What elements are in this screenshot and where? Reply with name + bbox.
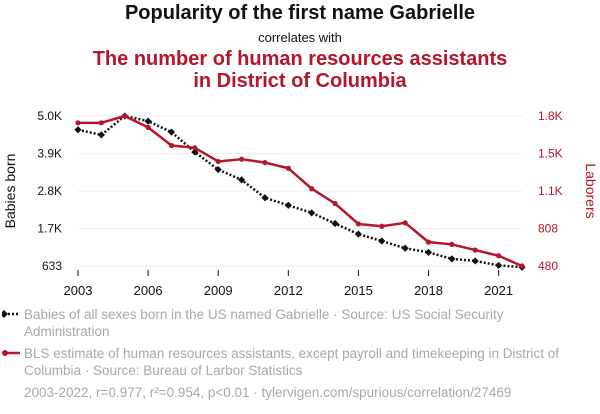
y-right-tick-label: 1.5K bbox=[538, 147, 563, 161]
data-point-series1 bbox=[167, 128, 176, 136]
x-tick-label: 2015 bbox=[344, 283, 373, 298]
data-point-series1 bbox=[214, 165, 222, 174]
data-point-series2 bbox=[262, 159, 268, 166]
line-chart: 633 480 1.7K 808 2.8K 1.1K 3.9K 1.5K 5.0K 1.8K 200… bbox=[2, 109, 599, 298]
y-left-tick-label: 633 bbox=[42, 259, 62, 273]
data-point-series1 bbox=[144, 117, 152, 125]
data-point-series1 bbox=[97, 131, 105, 139]
legend-label-series2: BLS estimate of human resources assistan… bbox=[24, 346, 560, 378]
legend-marker-series2 bbox=[2, 350, 20, 356]
legend-marker-series1 bbox=[2, 310, 20, 318]
data-point-series2 bbox=[215, 158, 221, 165]
data-point-series2 bbox=[192, 145, 198, 151]
legend-label-series1: Babies of all sexes born in the US named… bbox=[24, 307, 504, 339]
chart-title-secondary-line1: The number of human resources assistants bbox=[92, 48, 508, 70]
data-point-series2 bbox=[168, 142, 175, 149]
data-point-series2 bbox=[402, 220, 408, 226]
data-point-series2 bbox=[332, 200, 338, 207]
y-left-tick-label: 3.9K bbox=[37, 147, 62, 161]
data-point-series1 bbox=[284, 201, 292, 209]
x-tick-label: 2012 bbox=[274, 283, 303, 298]
x-tick-label: 2003 bbox=[64, 283, 93, 298]
chart-title-secondary: The number of human resources assistants… bbox=[0, 48, 600, 92]
data-point-series1 bbox=[448, 255, 456, 263]
chart-footer: 2003-2022, r=0.977, r²=0.954, p<0.01 · t… bbox=[24, 385, 512, 400]
data-point-series2 bbox=[449, 241, 455, 248]
data-point-series1 bbox=[354, 230, 363, 238]
x-tick-label: 2018 bbox=[414, 283, 443, 298]
chart-title: Popularity of the first name Gabrielle bbox=[124, 2, 476, 24]
data-point-series2 bbox=[472, 247, 478, 253]
data-point-series2 bbox=[355, 221, 362, 227]
data-point-series1 bbox=[74, 126, 82, 134]
data-point-series2 bbox=[145, 124, 151, 130]
y-right-tick-label: 480 bbox=[538, 259, 558, 273]
y-left-tick-label: 2.8K bbox=[37, 184, 62, 198]
data-point-series2 bbox=[98, 120, 104, 126]
data-point-series1 bbox=[378, 237, 386, 245]
data-point-series1 bbox=[308, 209, 316, 217]
data-point-series2 bbox=[75, 120, 81, 126]
data-point-series1 bbox=[471, 257, 479, 265]
chart-title-secondary-line2: in District of Columbia bbox=[193, 70, 407, 92]
data-point-series1 bbox=[261, 194, 269, 202]
data-point-series2 bbox=[285, 165, 291, 171]
legend-entry-series1: Babies of all sexes born in the US named… bbox=[2, 306, 584, 340]
chart-subtitle: correlates with bbox=[258, 30, 342, 45]
data-point-series2 bbox=[379, 223, 385, 229]
y-left-axis-label: Babies born bbox=[2, 154, 18, 229]
y-right-axis-label: Laborers bbox=[583, 163, 599, 218]
data-point-series1 bbox=[495, 261, 503, 270]
series-line-2 bbox=[78, 114, 523, 268]
data-point-series2 bbox=[496, 253, 502, 259]
x-tick-label: 2006 bbox=[134, 283, 163, 298]
data-point-series1 bbox=[331, 219, 339, 228]
data-point-series2 bbox=[122, 113, 128, 119]
y-right-tick-label: 808 bbox=[538, 222, 558, 236]
x-tick-label: 2021 bbox=[484, 283, 513, 298]
data-point-series2 bbox=[519, 263, 525, 269]
data-point-series1 bbox=[237, 176, 246, 184]
legend-entry-series2: BLS estimate of human resources assistan… bbox=[2, 345, 584, 379]
data-point-series2 bbox=[309, 186, 315, 192]
y-right-tick-label: 1.1K bbox=[538, 184, 563, 198]
data-point-series1 bbox=[424, 248, 433, 256]
y-left-tick-label: 5.0K bbox=[37, 109, 62, 123]
y-left-tick-label: 1.7K bbox=[37, 222, 62, 236]
x-tick-label: 2009 bbox=[204, 283, 233, 298]
data-point-series1 bbox=[401, 244, 409, 252]
data-point-series2 bbox=[425, 239, 432, 245]
y-right-tick-label: 1.8K bbox=[538, 109, 563, 123]
data-point-series2 bbox=[238, 156, 245, 162]
